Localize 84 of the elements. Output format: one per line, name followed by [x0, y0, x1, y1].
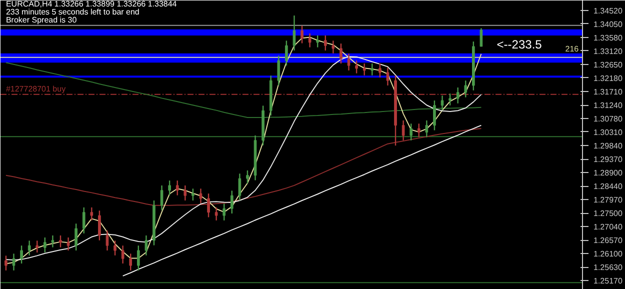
candlestick: [464, 80, 468, 98]
y-tick-label: 1.26100: [594, 250, 623, 259]
candlestick: [136, 244, 140, 272]
candlestick: [456, 86, 460, 104]
candlestick: [238, 173, 242, 202]
candlestick: [28, 240, 31, 256]
y-tick-label: 1.28900: [594, 168, 623, 178]
candlestick: [12, 253, 16, 272]
y-tick-label: 1.30310: [594, 128, 623, 137]
candlestick: [98, 210, 101, 241]
y-tick-label: 1.33580: [594, 33, 623, 42]
candlestick: [222, 203, 226, 222]
y-tick-label: 1.27040: [594, 222, 623, 232]
candlestick: [121, 244, 124, 264]
y-tick-label: 1.29370: [594, 155, 623, 164]
y-tick-label: 1.26570: [594, 236, 623, 246]
candlestick: [370, 62, 374, 76]
y-tick-label: 1.32650: [594, 60, 623, 70]
candlestick: [207, 192, 210, 218]
candlestick: [144, 234, 148, 256]
y-tick-label: 1.27970: [594, 196, 623, 205]
candlestick: [214, 206, 218, 222]
candlestick: [277, 55, 280, 86]
y-tick-label: 1.27500: [594, 209, 623, 218]
candlestick: [378, 62, 382, 78]
candlestick: [43, 236, 46, 254]
candlestick: [129, 253, 132, 272]
candlestick: [324, 34, 327, 52]
candlestick: [448, 92, 452, 106]
candlestick: [246, 170, 249, 184]
candlestick: [292, 14, 296, 52]
candlestick: [230, 190, 234, 214]
y-tick-label: 1.33120: [594, 46, 623, 56]
y-tick-label: 1.25630: [594, 263, 623, 272]
candlestick: [199, 188, 202, 204]
annotation: EURCAD,H4 1.33266 1.33899 1.33266 1.33844: [6, 0, 178, 8]
candlestick: [425, 120, 428, 138]
candlestick: [440, 94, 444, 111]
candlestick: [59, 234, 62, 248]
annotation: Broker Spread is 30: [6, 16, 78, 24]
candlestick: [417, 123, 420, 138]
candlestick: [36, 240, 39, 254]
candlestick: [386, 66, 390, 86]
candlestick: [308, 32, 312, 48]
candlestick: [82, 206, 86, 234]
candlestick: [332, 40, 335, 54]
candlestick: [184, 184, 187, 202]
candlestick: [20, 244, 23, 264]
candlestick: [402, 120, 405, 141]
candlestick: [316, 34, 320, 48]
y-tick-label: 1.31240: [594, 101, 623, 110]
candlestick: [176, 180, 179, 196]
y-tick-label: 1.34520: [594, 6, 623, 16]
candlestick: [51, 234, 54, 248]
candlestick: [355, 60, 358, 74]
line-series: [122, 124, 482, 276]
y-tick-label: 1.34050: [594, 20, 623, 29]
candlestick: [74, 223, 78, 252]
candlestick: [347, 53, 350, 72]
candlestick: [192, 188, 194, 202]
y-tick-label: 1.31710: [594, 88, 623, 97]
candlestick: [340, 42, 342, 64]
candlestick: [4, 255, 8, 272]
y-tick-label: 1.29840: [594, 142, 623, 151]
text: <--233.5: [496, 37, 542, 52]
ref-line-label: #127728701 buy: [6, 84, 66, 94]
candlestick: [433, 100, 436, 131]
y-tick-label: 1.25170: [594, 276, 623, 286]
candlestick: [90, 206, 94, 222]
candlestick: [106, 230, 109, 252]
annotation: 233 minutes 5 seconds left to bar end: [6, 8, 140, 16]
text: 216: [565, 44, 580, 54]
candlestick: [160, 184, 164, 211]
candlestick: [66, 236, 70, 252]
candlestick: [114, 240, 116, 256]
candlestick: [168, 180, 171, 196]
y-tick-label: 1.30780: [594, 114, 623, 124]
candlestick: [410, 123, 413, 141]
y-tick-label: 1.32180: [594, 74, 623, 83]
candlestick: [285, 40, 288, 66]
y-tick-label: 1.28440: [594, 182, 623, 192]
candlestick: [300, 25, 304, 44]
candlestick: [362, 62, 366, 76]
candlestick: [480, 28, 483, 48]
